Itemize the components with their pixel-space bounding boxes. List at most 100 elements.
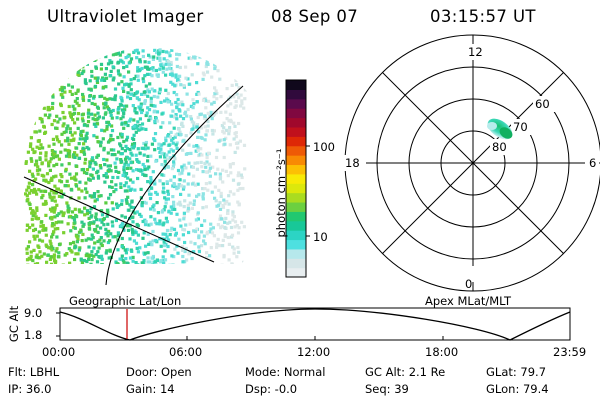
uv-pixel <box>53 206 57 210</box>
uv-pixel <box>203 125 207 129</box>
uv-pixel <box>232 277 235 280</box>
uv-pixel <box>167 150 171 154</box>
uv-pixel <box>176 97 180 102</box>
uv-pixel <box>160 173 164 177</box>
uv-pixel <box>122 260 126 264</box>
uv-pixel <box>61 281 64 284</box>
uv-pixel <box>101 76 105 80</box>
uv-pixel <box>89 207 93 211</box>
uv-pixel <box>28 144 33 149</box>
uv-pixel <box>52 230 56 234</box>
uv-pixel <box>77 103 81 108</box>
uv-pixel <box>180 165 184 169</box>
uv-pixel <box>181 276 184 279</box>
uv-pixel <box>107 107 111 112</box>
uv-pixel <box>149 99 153 104</box>
uv-pixel <box>153 132 158 136</box>
uv-pixel <box>118 257 122 261</box>
uv-pixel <box>136 78 140 82</box>
uv-pixel <box>26 72 30 76</box>
uv-pixel <box>40 196 44 200</box>
uv-pixel <box>62 122 66 126</box>
uv-pixel <box>223 202 227 206</box>
uv-pixel <box>110 180 114 184</box>
aurora-patch <box>487 118 513 140</box>
uv-pixel <box>67 283 70 286</box>
uv-pixel <box>113 274 116 277</box>
uv-pixel <box>219 194 223 198</box>
uv-pixel <box>78 284 81 287</box>
uv-pixel <box>92 49 96 53</box>
uv-pixel <box>157 146 161 150</box>
altitude-plot <box>56 307 571 341</box>
uv-pixel <box>178 109 182 113</box>
uv-pixel <box>227 66 231 70</box>
uv-pixel <box>114 165 118 169</box>
uv-pixel <box>53 150 57 154</box>
uv-pixel <box>213 86 217 90</box>
uv-pixel <box>74 178 78 182</box>
uv-pixel <box>140 204 144 208</box>
uv-pixel <box>242 260 246 264</box>
uv-pixel <box>99 209 103 213</box>
uv-pixel <box>93 84 98 88</box>
uv-pixel <box>192 102 196 106</box>
uv-pixel <box>127 61 131 65</box>
uv-pixel <box>69 187 73 191</box>
uv-pixel <box>171 270 174 273</box>
uv-pixel <box>99 140 103 144</box>
uv-pixel <box>241 74 245 78</box>
uv-pixel <box>70 133 74 137</box>
uv-pixel <box>120 202 124 206</box>
uv-pixel <box>136 176 140 181</box>
uv-pixel <box>187 193 191 197</box>
uv-pixel <box>125 189 129 193</box>
uv-pixel <box>155 275 158 278</box>
uv-pixel <box>114 286 117 289</box>
app-title: Ultraviolet Imager <box>47 7 204 26</box>
uv-pixel <box>93 58 97 62</box>
uv-pixel <box>69 229 73 233</box>
uv-pixel <box>133 109 137 113</box>
uv-pixel <box>207 230 212 234</box>
uv-pixel <box>135 282 138 285</box>
uv-pixel <box>129 151 133 155</box>
uv-pixel <box>164 73 168 77</box>
uv-pixel <box>93 199 97 203</box>
uv-pixel <box>39 278 42 281</box>
uv-pixel <box>202 285 205 288</box>
uv-pixel <box>86 237 90 241</box>
uv-pixel <box>73 226 77 230</box>
uv-pixel <box>216 237 220 241</box>
uv-pixel <box>98 164 102 168</box>
uv-pixel <box>196 211 200 215</box>
uv-pixel <box>172 281 175 284</box>
uv-pixel <box>44 151 48 155</box>
uv-pixel <box>128 278 131 281</box>
uv-pixel <box>34 255 38 259</box>
uv-pixel <box>103 275 106 278</box>
uv-pixel <box>174 143 178 147</box>
uv-pixel <box>222 126 226 130</box>
uv-pixel <box>83 157 88 161</box>
uv-pixel <box>200 165 204 169</box>
uv-pixel <box>182 163 186 167</box>
uv-pixel <box>79 130 83 134</box>
uv-pixel <box>230 266 233 269</box>
uv-pixel <box>161 182 165 186</box>
uv-pixel <box>144 140 148 145</box>
uv-pixel <box>36 110 40 114</box>
uv-pixel <box>227 129 231 133</box>
uv-pixel <box>35 234 39 238</box>
uv-pixel <box>99 254 104 258</box>
uv-pixel <box>35 162 39 166</box>
uv-pixel <box>231 178 236 182</box>
uv-pixel <box>108 239 112 243</box>
uv-pixel <box>60 283 63 286</box>
uv-pixel <box>51 271 54 274</box>
uv-pixel <box>151 205 155 209</box>
uv-pixel <box>59 189 63 193</box>
uv-pixel <box>172 126 176 130</box>
uv-pixel <box>125 261 129 265</box>
uv-pixel <box>105 265 108 268</box>
